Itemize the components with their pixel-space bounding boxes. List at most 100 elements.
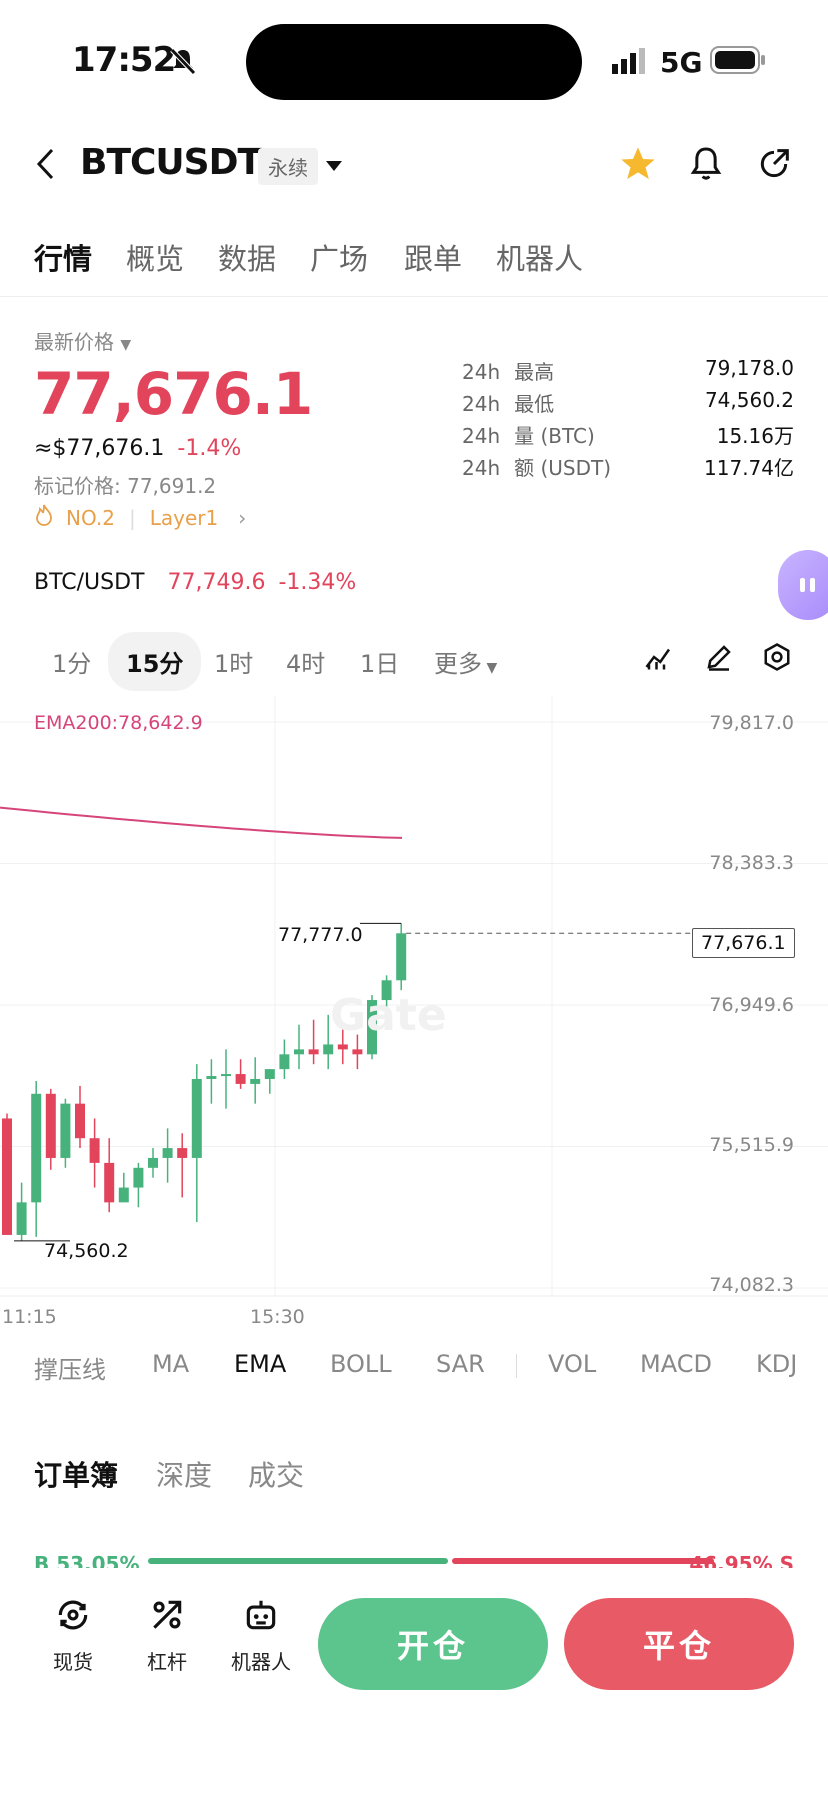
share-icon[interactable] — [754, 144, 794, 188]
nav-spot[interactable]: 现货 — [38, 1596, 108, 1675]
tag-row[interactable]: NO.2 | Layer1 › — [34, 504, 246, 531]
nav-leverage[interactable]: 杠杆 — [132, 1596, 202, 1675]
price-change-pct: -1.4% — [177, 436, 242, 461]
indicator-macd[interactable]: MACD — [640, 1350, 712, 1378]
candle-body — [191, 1078, 202, 1158]
stat-name: 最低 — [514, 392, 555, 416]
candle-body — [60, 1103, 71, 1158]
spot-change: -1.34% — [278, 570, 357, 595]
draw-pen-icon[interactable] — [704, 642, 734, 676]
network-type: 5G — [660, 46, 703, 79]
interval-1h[interactable]: 1时 — [214, 650, 254, 678]
usd-price-row: ≈$77,676.1 -1.4% — [34, 436, 241, 461]
tag-separator: | — [128, 505, 136, 530]
open-position-button[interactable]: 开仓 — [318, 1598, 548, 1690]
tab-market[interactable]: 行情 — [34, 242, 93, 276]
symbol-dropdown-icon[interactable] — [326, 158, 342, 177]
current-price-box: 77,676.1 — [692, 928, 795, 958]
candle-body — [367, 1000, 377, 1055]
indicator-sar[interactable]: SAR — [436, 1350, 485, 1378]
candle-body — [133, 1167, 144, 1188]
robot-icon — [246, 1600, 276, 1630]
candle-body — [323, 1044, 334, 1055]
indicator-ema[interactable]: EMA — [234, 1350, 287, 1378]
indicator-kdj[interactable]: KDJ — [756, 1350, 798, 1378]
candle-body — [294, 1049, 304, 1055]
tab-square[interactable]: 广场 — [310, 242, 369, 276]
candle-body — [45, 1093, 56, 1158]
back-icon[interactable] — [34, 146, 58, 186]
interval-1d[interactable]: 1日 — [360, 650, 400, 678]
candle-body — [2, 1118, 12, 1235]
bell-icon[interactable] — [686, 144, 726, 188]
stat-row: 24h 额 (USDT) 117.74亿 — [462, 452, 794, 482]
candle-body — [264, 1069, 275, 1079]
fire-icon — [34, 504, 58, 531]
candle-body — [118, 1187, 129, 1203]
x-tick-0: 11:15 — [2, 1306, 57, 1328]
stat-row: 24h 最低 74,560.2 — [462, 388, 794, 418]
close-position-button[interactable]: 平仓 — [564, 1598, 794, 1690]
stat-value: 74,560.2 — [704, 388, 794, 412]
orderbook-ratio-row: B 53.05% 46.95% S — [34, 1550, 794, 1572]
interval-4h[interactable]: 4时 — [286, 650, 326, 678]
candle-body — [221, 1074, 231, 1077]
tab-robot[interactable]: 机器人 — [496, 242, 584, 276]
tab-depth[interactable]: 深度 — [156, 1459, 213, 1492]
assistant-bubble-icon[interactable] — [778, 550, 828, 620]
candlestick-chart[interactable] — [0, 696, 828, 1336]
more-dropdown-icon: ▼ — [482, 660, 498, 676]
tab-overview[interactable]: 概览 — [126, 242, 185, 276]
candle-body — [308, 1049, 319, 1055]
indicator-support[interactable]: 撑压线 — [34, 1356, 106, 1384]
x-tick-1: 15:30 — [250, 1306, 305, 1328]
usd-approx-price: ≈$77,676.1 — [34, 436, 165, 461]
nav-robot[interactable]: 机器人 — [226, 1596, 296, 1675]
category-tag: Layer1 — [149, 505, 219, 530]
tab-orderbook[interactable]: 订单簿 — [34, 1459, 119, 1492]
candle-body — [235, 1074, 246, 1084]
stat-name: 量 (BTC) — [514, 424, 595, 448]
sell-ratio-bar — [452, 1558, 714, 1564]
tab-trades[interactable]: 成交 — [248, 1459, 305, 1492]
mark-price: 标记价格: 77,691.2 — [34, 474, 217, 498]
y-tick-2: 76,949.6 — [709, 994, 794, 1016]
tab-copy-trade[interactable]: 跟单 — [404, 242, 463, 276]
ema-line — [0, 806, 403, 839]
candle-body — [250, 1078, 261, 1084]
stat-value: 15.16万 — [716, 424, 794, 448]
last-price-label[interactable]: 最新价格 ▼ — [34, 330, 132, 354]
rank-tag: NO.2 — [66, 505, 115, 530]
candle-body — [396, 933, 407, 981]
symbol-title[interactable]: BTCUSDT — [80, 142, 262, 183]
silent-mode-icon — [168, 46, 198, 80]
candle-body — [31, 1093, 42, 1203]
indicator-divider — [516, 1354, 517, 1378]
favorite-star-icon[interactable] — [618, 144, 658, 188]
spot-icon — [58, 1600, 88, 1630]
contract-type-badge: 永续 — [258, 148, 318, 185]
stat-row: 24h 量 (BTC) 15.16万 — [462, 420, 794, 450]
interval-15m[interactable]: 15分 — [108, 632, 202, 691]
tab-data[interactable]: 数据 — [218, 242, 277, 276]
stat-period: 24h — [462, 392, 501, 416]
stat-value: 79,178.0 — [704, 356, 794, 380]
tabs-divider — [0, 296, 828, 297]
y-tick-4: 74,082.3 — [709, 1274, 794, 1296]
chart-settings-icon[interactable] — [762, 642, 792, 676]
indicator-boll[interactable]: BOLL — [330, 1350, 392, 1378]
spot-row[interactable]: BTC/USDT 77,749.6 -1.34% — [34, 570, 356, 595]
interval-1m[interactable]: 1分 — [52, 650, 92, 678]
last-price: 77,676.1 — [34, 360, 313, 428]
indicator-ma[interactable]: MA — [152, 1350, 190, 1378]
high-marker-label: 77,777.0 — [278, 924, 363, 946]
indicator-chart-icon[interactable] — [644, 642, 674, 676]
y-tick-1: 78,383.3 — [709, 852, 794, 874]
indicator-vol[interactable]: VOL — [548, 1350, 597, 1378]
y-tick-0: 79,817.0 — [709, 712, 794, 734]
chart-watermark: Gate — [330, 990, 447, 1041]
stat-period: 24h — [462, 456, 501, 480]
candle-body — [148, 1157, 158, 1168]
tag-chevron-icon: › — [238, 505, 247, 530]
interval-more[interactable]: 更多 ▼ — [434, 650, 498, 678]
